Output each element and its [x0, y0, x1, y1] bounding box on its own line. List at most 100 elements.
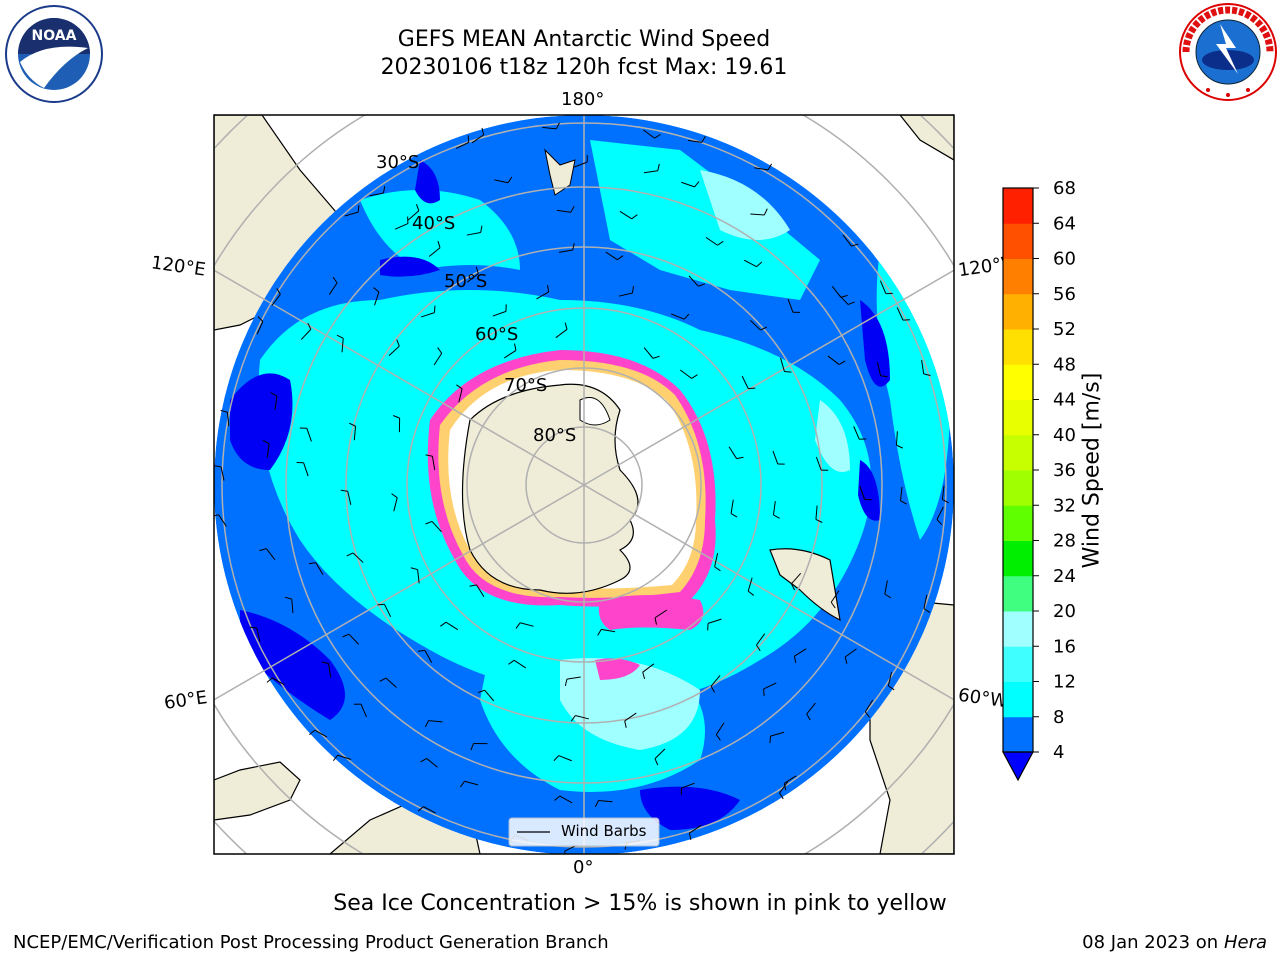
wind-barb	[466, 273, 479, 283]
wind-barb	[654, 609, 668, 619]
wind-barb	[555, 328, 568, 339]
wind-barb-flag	[555, 122, 560, 130]
credit-line: NCEP/EMC/Verification Post Processing Pr…	[13, 932, 609, 953]
wind-barb-flag	[896, 444, 903, 449]
wind-barb-flag	[815, 518, 823, 523]
wind-barb-flag	[691, 374, 698, 379]
wind-barb	[484, 689, 495, 702]
colorbar-segment	[1003, 540, 1033, 577]
wind-barb-flag	[564, 322, 568, 330]
wind-barb-flag	[346, 552, 354, 557]
colorbar-segment	[1003, 258, 1033, 295]
wind-barb	[344, 211, 359, 217]
map-title: GEFS MEAN Antarctic Wind Speed	[397, 27, 771, 52]
wind-barb	[256, 321, 264, 335]
colorbar-tick-label: 68	[1053, 178, 1076, 199]
colorbar-tick-label: 40	[1053, 425, 1076, 446]
wind-barb	[654, 748, 666, 760]
wind-barb-flag	[851, 243, 859, 247]
wind-barb-flag	[880, 375, 888, 378]
wind-barb-flag	[440, 621, 447, 627]
wind-barb-flag	[424, 720, 429, 728]
wind-barb	[601, 628, 616, 633]
wind-barb-flag	[570, 715, 576, 722]
wind-barb	[266, 443, 270, 458]
lat-label-30s: 30°S	[376, 152, 420, 173]
colorbar-segment	[1003, 399, 1033, 436]
wind-barb	[341, 338, 344, 353]
wind-barb-flag	[554, 795, 561, 801]
wind-barb	[220, 466, 225, 481]
wind-barb	[428, 247, 441, 257]
colorbar-segment	[1003, 223, 1033, 259]
colorbar-tick-label: 12	[1053, 672, 1076, 693]
wind-barb-flag	[900, 500, 907, 505]
wind-barb	[772, 501, 776, 516]
wind-barb	[714, 553, 719, 567]
wind-barb-flag	[736, 456, 744, 460]
wind-barb-flag	[547, 284, 550, 293]
wind-barb	[730, 499, 734, 514]
wind-barb-flag	[456, 384, 463, 390]
wind-barb	[556, 209, 571, 213]
lat-label-50s: 50°S	[444, 271, 488, 292]
wind-barb-flag	[332, 754, 339, 762]
wind-barb-flag	[654, 758, 659, 766]
wind-barb-flag	[783, 783, 787, 791]
wind-barb	[750, 213, 765, 216]
wind-barb-flag	[270, 392, 278, 397]
wind-barb-flag	[717, 240, 724, 246]
wind-barb	[741, 375, 749, 389]
wind-barb-flag	[936, 519, 943, 526]
machine-name: Hera	[1223, 932, 1267, 953]
wind-barb-flag	[470, 743, 474, 751]
wind-barb	[896, 307, 904, 321]
wind-barb	[770, 731, 785, 737]
wind-barb	[455, 141, 469, 149]
wind-barb	[900, 486, 903, 501]
wind-barb	[936, 506, 944, 520]
wind-barb	[876, 362, 882, 376]
lat-label-80s: 80°S	[533, 425, 577, 446]
wind-barb	[303, 462, 309, 477]
wind-barb	[328, 282, 338, 295]
colorbar-segment	[1003, 293, 1033, 330]
lat-label-40s: 40°S	[412, 213, 456, 234]
colorbar-tick-label: 52	[1053, 319, 1076, 340]
colorbar-segment	[1003, 716, 1033, 753]
wind-barb-flag	[763, 208, 768, 216]
wind-barb	[859, 486, 866, 500]
wind-barb-flag	[437, 240, 441, 248]
colorbar-tick-label: 44	[1053, 390, 1076, 411]
date-line: 08 Jan 2023 on Hera	[1082, 932, 1267, 953]
wind-barb-flag	[840, 294, 848, 298]
wind-barb	[605, 251, 618, 261]
wind-barb	[384, 604, 392, 618]
wind-barb-flag	[417, 649, 425, 652]
wind-barb-flag	[475, 266, 479, 274]
wind-barb	[681, 181, 695, 188]
map-subtitle: 20230106 t18z 120h fcst Max: 19.61	[380, 55, 788, 80]
wind-barb-flag	[308, 562, 316, 565]
wind-barb	[710, 675, 721, 687]
wind-barb-flag	[342, 633, 350, 638]
wind-barb	[421, 312, 435, 318]
wind-barb	[385, 677, 397, 688]
wind-barb	[559, 795, 573, 804]
wind-barb-flag	[321, 661, 329, 664]
colorbar-tick-label: 36	[1053, 460, 1076, 481]
noaa-logo: NOAA	[5, 5, 103, 103]
wind-barb	[743, 259, 757, 268]
wind-barb	[431, 521, 442, 533]
wind-barb	[426, 758, 438, 768]
wind-barb	[464, 780, 479, 786]
wind-barb	[707, 618, 722, 624]
wind-barb	[598, 799, 613, 803]
colorbar-segment	[1003, 188, 1033, 224]
wind-barb-flag	[249, 626, 257, 629]
wind-barb	[353, 426, 357, 441]
wind-barb	[642, 663, 655, 673]
wind-barb-flag	[332, 276, 338, 284]
wind-barb-flag	[714, 566, 721, 572]
wind-barb	[503, 349, 517, 359]
